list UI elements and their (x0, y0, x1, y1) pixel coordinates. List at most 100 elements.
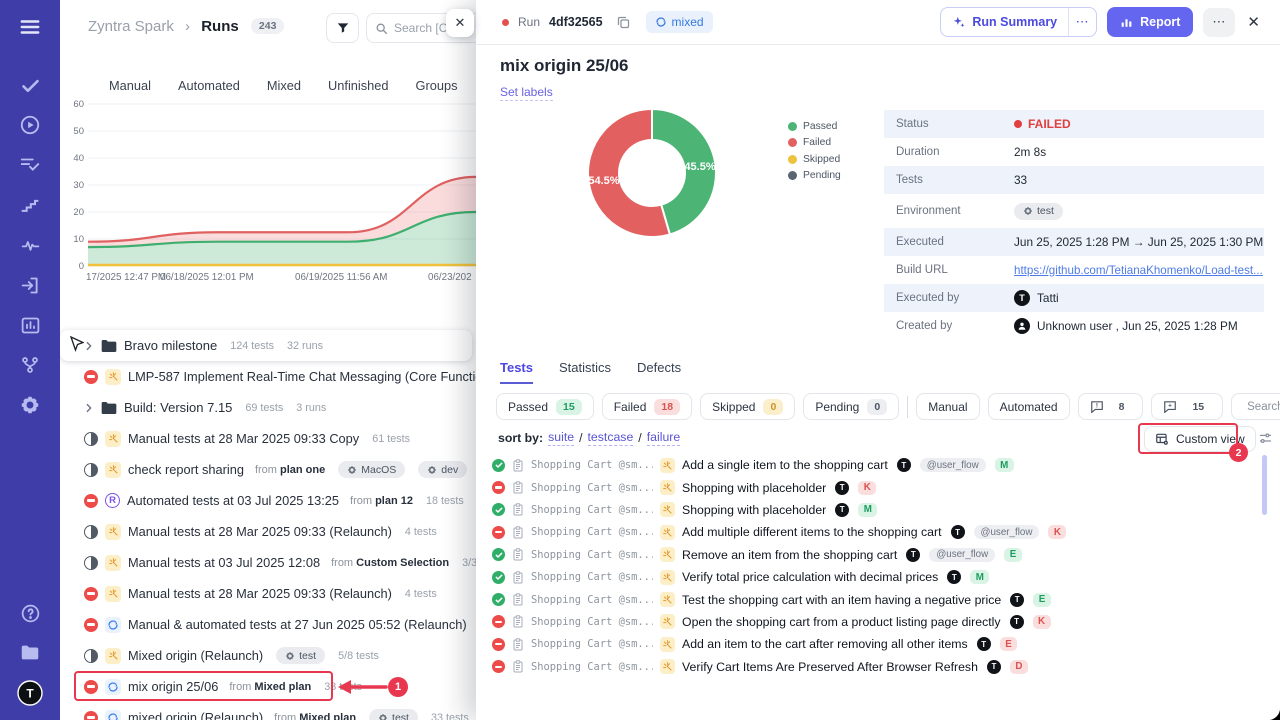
run-row[interactable]: R Automated tests at 03 Jul 2025 13:25 fro… (60, 485, 476, 516)
test-tag: @user_flow (973, 525, 1040, 540)
count-badge: 15 (556, 398, 582, 415)
test-row[interactable]: Shopping Cart @sm... Shopping with placeh… (492, 499, 1264, 521)
info-row: Created by Unknown user , Jun 25, 2025 1:… (884, 312, 1264, 340)
more-actions-button[interactable]: ⋯ (1203, 7, 1236, 37)
manual-icon (660, 592, 675, 608)
tab-statistics[interactable]: Statistics (559, 360, 612, 375)
run-title: Manual tests at 03 Jul 2025 12:08 (128, 555, 321, 570)
menu-icon[interactable] (17, 14, 43, 40)
pending-chip[interactable]: Pending 0 (803, 393, 900, 420)
folder-row[interactable]: Build: Version 7.15 69 tests 3 runs (60, 392, 476, 423)
comment-plus-icon-chip[interactable]: +15 (1151, 393, 1224, 420)
plan-link[interactable]: plan one (280, 463, 326, 476)
comment-alert-icon: ! (1090, 400, 1104, 413)
run-row[interactable]: Manual & automated tests at 27 Jun 2025 … (60, 609, 476, 640)
close-icon[interactable]: ✕ (1247, 14, 1260, 31)
status-failed-icon (84, 679, 98, 694)
run-row[interactable]: mixed origin (Relaunch) from Mixed plan te… (60, 702, 476, 720)
tab-groups[interactable]: Groups (415, 77, 458, 93)
automated-chip[interactable]: Automated (987, 393, 1070, 420)
plan-link[interactable]: Mixed plan (299, 711, 357, 720)
signin-icon[interactable] (17, 272, 43, 298)
scrollbar[interactable] (1262, 455, 1267, 515)
test-row[interactable]: Shopping Cart @sm... Shopping with placeh… (492, 476, 1264, 498)
run-list: Bravo milestone 124 tests 32 runs LMP-587 I… (60, 330, 476, 720)
build-url-link[interactable]: https://github.com/TetianaKhomenko/Load-… (1014, 263, 1263, 277)
test-row[interactable]: Shopping Cart @sm... Test the shopping ca… (492, 588, 1264, 610)
test-row[interactable]: Shopping Cart @sm... Verify total price c… (492, 566, 1264, 588)
clipboard-icon (512, 458, 524, 472)
test-row[interactable]: Shopping Cart @sm... Add a single item to… (492, 454, 1264, 476)
run-row[interactable]: check report sharing from plan one MacOS de… (60, 454, 476, 485)
run-row[interactable]: Manual tests at 28 Mar 2025 09:33 (Relau… (60, 516, 476, 547)
test-row[interactable]: Shopping Cart @sm... Open the shopping ca… (492, 611, 1264, 633)
svg-text:T: T (26, 687, 34, 701)
play-circle-icon[interactable] (17, 112, 43, 138)
tab-mixed[interactable]: Mixed (266, 77, 302, 93)
donut-legend: Passed Failed Skipped Pending (788, 118, 841, 184)
plan-link[interactable]: plan 12 (375, 494, 413, 507)
unknown-user-icon (1014, 318, 1030, 334)
result-donut-chart: 45.5% 54.5% (587, 107, 717, 238)
sort-by-failure[interactable]: failure (646, 430, 681, 446)
sort-by-testcase[interactable]: testcase (587, 430, 634, 446)
tab-unfinished[interactable]: Unfinished (328, 77, 389, 93)
failed-chip[interactable]: Failed 18 (601, 393, 693, 420)
test-search[interactable] (1231, 393, 1280, 420)
pulse-icon[interactable] (17, 232, 43, 258)
status-passed-icon (492, 458, 505, 472)
manual-icon (660, 457, 675, 473)
tab-automated[interactable]: Automated (177, 77, 240, 93)
report-icon[interactable] (17, 312, 43, 338)
folder-icon[interactable] (17, 640, 43, 666)
run-row[interactable]: Manual tests at 28 Mar 2025 09:33 Copy 61… (60, 423, 476, 454)
test-suite: Shopping Cart @sm... (531, 660, 653, 673)
chevron-right-icon[interactable] (84, 341, 94, 351)
status-failed-icon (492, 660, 505, 674)
branch-icon[interactable] (17, 352, 43, 378)
tab-tests[interactable]: Tests (500, 360, 533, 384)
manual-icon (660, 480, 675, 496)
avatar: T (986, 659, 1001, 674)
manual-icon (105, 585, 121, 602)
run-row[interactable]: Mixed origin (Relaunch) test 5/8 tests (60, 640, 476, 671)
run-summary-button[interactable]: Run Summary ⋯ (940, 7, 1098, 37)
chevron-right-icon[interactable] (84, 403, 94, 413)
set-labels-link[interactable]: Set labels (500, 85, 553, 101)
breadcrumb-project[interactable]: Zyntra Spark (88, 18, 174, 35)
skipped-chip[interactable]: Skipped 0 (700, 393, 796, 420)
avatar-t[interactable]: T (17, 680, 43, 706)
test-search-input[interactable] (1247, 400, 1280, 413)
help-icon[interactable] (17, 600, 43, 626)
panel-close-button[interactable]: ✕ (446, 9, 474, 37)
steps-icon[interactable] (17, 192, 43, 218)
report-button[interactable]: Report (1107, 7, 1194, 37)
run-row[interactable]: Manual tests at 03 Jul 2025 12:08 from Cu… (60, 547, 476, 578)
test-list-icon[interactable] (17, 152, 43, 178)
test-row[interactable]: Shopping Cart @sm... Verify Cart Items Ar… (492, 656, 1264, 678)
test-row[interactable]: Shopping Cart @sm... Add an item to the c… (492, 633, 1264, 655)
run-row[interactable]: LMP-587 Implement Real-Time Chat Messagi… (60, 361, 476, 392)
plan-link[interactable]: Custom Selection (356, 556, 450, 569)
test-row[interactable]: Shopping Cart @sm... Remove an item from … (492, 544, 1264, 566)
run-row[interactable]: Manual tests at 28 Mar 2025 09:33 (Relau… (60, 578, 476, 609)
svg-text:30: 30 (73, 180, 84, 191)
sort-label: sort by: (498, 431, 544, 445)
tab-defects[interactable]: Defects (637, 360, 682, 375)
passed-chip[interactable]: Passed 15 (496, 393, 594, 420)
plan-link[interactable]: Mixed plan (254, 680, 312, 693)
folder-row[interactable]: Bravo milestone 124 tests 32 runs (60, 330, 472, 361)
manual-chip[interactable]: Manual (916, 393, 980, 420)
test-row[interactable]: Shopping Cart @sm... Add multiple differe… (492, 521, 1264, 543)
run-summary-more-button[interactable]: ⋯ (1075, 14, 1090, 29)
tab-manual[interactable]: Manual (109, 77, 151, 93)
sort-by-suite[interactable]: suite (548, 430, 575, 446)
info-row: Build URL https://github.com/TetianaKhome… (884, 256, 1264, 284)
gear-icon[interactable] (17, 392, 43, 418)
comment-alert-icon-chip[interactable]: ! 8 (1077, 393, 1144, 420)
check-icon[interactable] (17, 72, 43, 98)
filter-button[interactable] (326, 13, 359, 43)
copy-icon[interactable] (616, 15, 631, 30)
sliders-icon[interactable] (1258, 431, 1273, 446)
